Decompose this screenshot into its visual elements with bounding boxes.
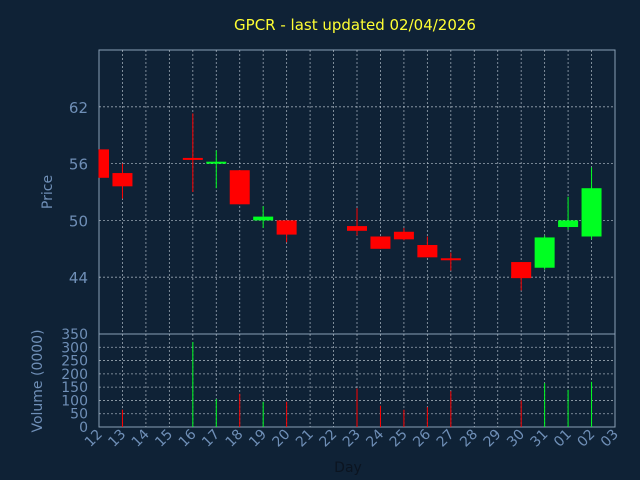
volume-tick-label: 0 [79,420,88,436]
candle-body [440,258,461,261]
price-tick-label: 44 [69,269,88,287]
volume-tick-label: 150 [61,380,88,396]
x-tick-label: 17 [199,427,223,451]
candle-body [393,231,414,240]
candle-body [253,216,274,221]
x-tick-label: 16 [176,426,200,450]
x-tick-label: 28 [457,427,481,451]
x-tick-label: 19 [246,427,270,451]
x-tick-label: 24 [363,426,387,450]
candle-body [206,161,227,164]
candle-body [511,262,532,279]
price-axis-label: Price [40,175,56,209]
price-tick-label: 50 [69,212,88,230]
x-tick-label: 20 [270,427,294,451]
candle-body [229,170,250,205]
x-axis: 12 13 14 15 16 17 18 19 20 21 22 23 24 25 26 27 28 29 30 31… [82,426,622,450]
x-tick-label: 03 [598,427,622,451]
x-tick-label: 15 [152,427,176,451]
chart-title: GPCR - last updated 02/04/2026 [234,16,476,34]
x-tick-label: 14 [129,426,153,450]
candle-body [347,226,367,231]
x-axis-label: Day [334,460,362,476]
candle-body [182,157,203,160]
candle-body [112,173,133,187]
volume-tick-label: 50 [70,407,88,423]
price-tick-label: 56 [69,156,88,174]
x-tick-label: 18 [223,427,247,451]
volume-tick-label: 200 [61,367,88,383]
candle-body [370,236,391,249]
x-tick-label: 22 [316,427,340,451]
candle-body [417,245,438,258]
candle-body [534,237,555,268]
x-tick-label: 26 [410,426,434,450]
volume-tick-label: 350 [61,327,88,343]
candle-body [99,149,109,178]
candle-body [276,220,297,235]
volume-tick-label: 300 [61,340,88,356]
x-tick-label: 02 [574,427,598,451]
x-tick-label: 29 [481,427,505,451]
x-tick-label: 30 [504,427,528,451]
volume-tick-label: 250 [61,354,88,370]
volume-tick-label: 100 [61,393,88,409]
x-tick-label: 23 [340,427,364,451]
x-tick-label: 25 [387,427,411,451]
candle-body [581,188,602,237]
x-tick-label: 21 [293,427,317,451]
x-tick-label: 31 [528,427,552,451]
candle-body [558,220,579,228]
price-tick-label: 62 [69,99,88,117]
x-tick-label: 13 [105,427,129,451]
price-panel: 44 50 56 62 [69,49,616,335]
x-tick-label: 27 [434,427,458,451]
volume-axis-label: Volume (0000) [30,329,46,432]
x-tick-label: 01 [551,427,575,451]
